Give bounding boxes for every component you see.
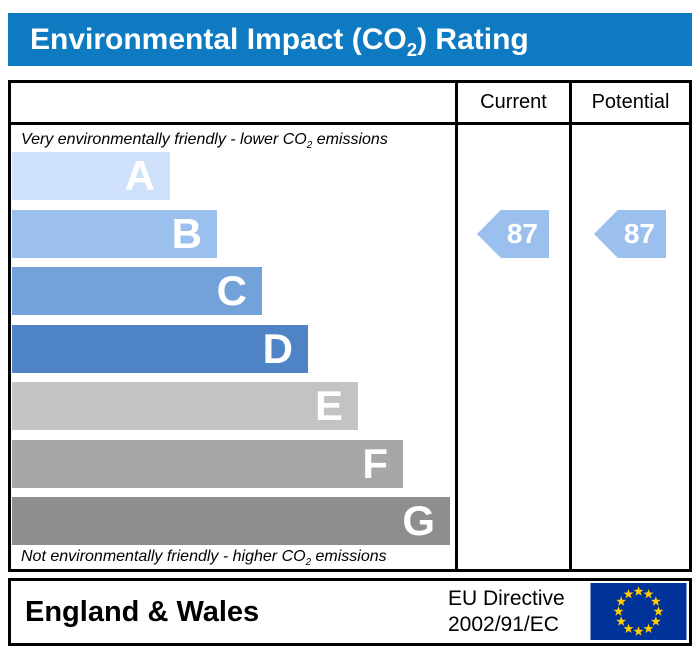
caption-bottom-subscript: 2 [305,557,312,569]
eu-flag-star [650,596,661,606]
region-label: England & Wales [25,596,260,628]
eu-directive-line1: EU Directive [448,587,565,610]
caption-bottom-prefix: Not environmentally friendly - higher CO [21,548,306,565]
page-title: Environmental Impact (CO2) Rating [8,13,692,66]
page-title-subscript: 2 [406,39,418,60]
band-letter: G [402,497,435,544]
caption-top-suffix: emissions [312,131,388,148]
eu-flag-star [613,606,624,616]
eu-flag-star [623,588,634,599]
band-bar-G: G [12,497,450,545]
eu-flag-icon [590,583,687,640]
column-header-potential: Potential [591,91,670,113]
band-bar-F: F [12,440,403,488]
eu-flag-star [633,586,644,596]
page-title-text-suffix: ) Rating [417,23,529,56]
eu-flag-star [643,623,654,634]
band-letter: F [362,440,388,487]
band-letter: D [262,325,293,372]
current-rating-value: 87 [506,218,538,249]
header-underline [11,122,689,125]
column-divider [455,83,458,569]
band-letter: C [216,267,247,314]
band-bar-D: D [12,325,308,373]
eu-flag-star [650,616,661,626]
band-bar-C: C [12,267,262,315]
band-letter: E [314,382,343,429]
footer: England & Wales EU Directive 2002/91/EC [8,578,692,646]
page-title-text-prefix: Environmental Impact (CO [30,23,407,56]
caption-bottom-suffix: emissions [311,548,387,565]
eu-flag-star [633,626,644,636]
eu-flag-star [616,596,627,606]
band-bar-A: A [12,152,170,200]
caption-top-subscript: 2 [306,140,313,152]
caption-top: Very environmentally friendly - lower CO… [21,127,451,153]
eu-flag-star [643,588,654,599]
eu-flag-star [616,616,627,626]
band-letter: A [124,152,155,199]
caption-bottom: Not environmentally friendly - higher CO… [21,545,451,569]
eu-flag-star [653,606,664,616]
column-divider [569,83,572,569]
column-header-current: Current [480,91,547,113]
current-arrow: 87 [477,210,549,258]
eu-directive-label: EU Directive 2002/91/EC [448,586,583,638]
caption-top-prefix: Very environmentally friendly - lower CO [21,131,307,148]
band-bar-E: E [12,382,358,430]
eu-directive-line2: 2002/91/EC [448,613,559,636]
band-letter: B [171,210,202,257]
potential-rating-value: 87 [623,218,655,249]
band-bar-B: B [12,210,217,258]
rating-table: Current Potential Very environmentally f… [8,80,692,572]
potential-arrow: 87 [594,210,666,258]
eu-flag-star [623,623,634,634]
